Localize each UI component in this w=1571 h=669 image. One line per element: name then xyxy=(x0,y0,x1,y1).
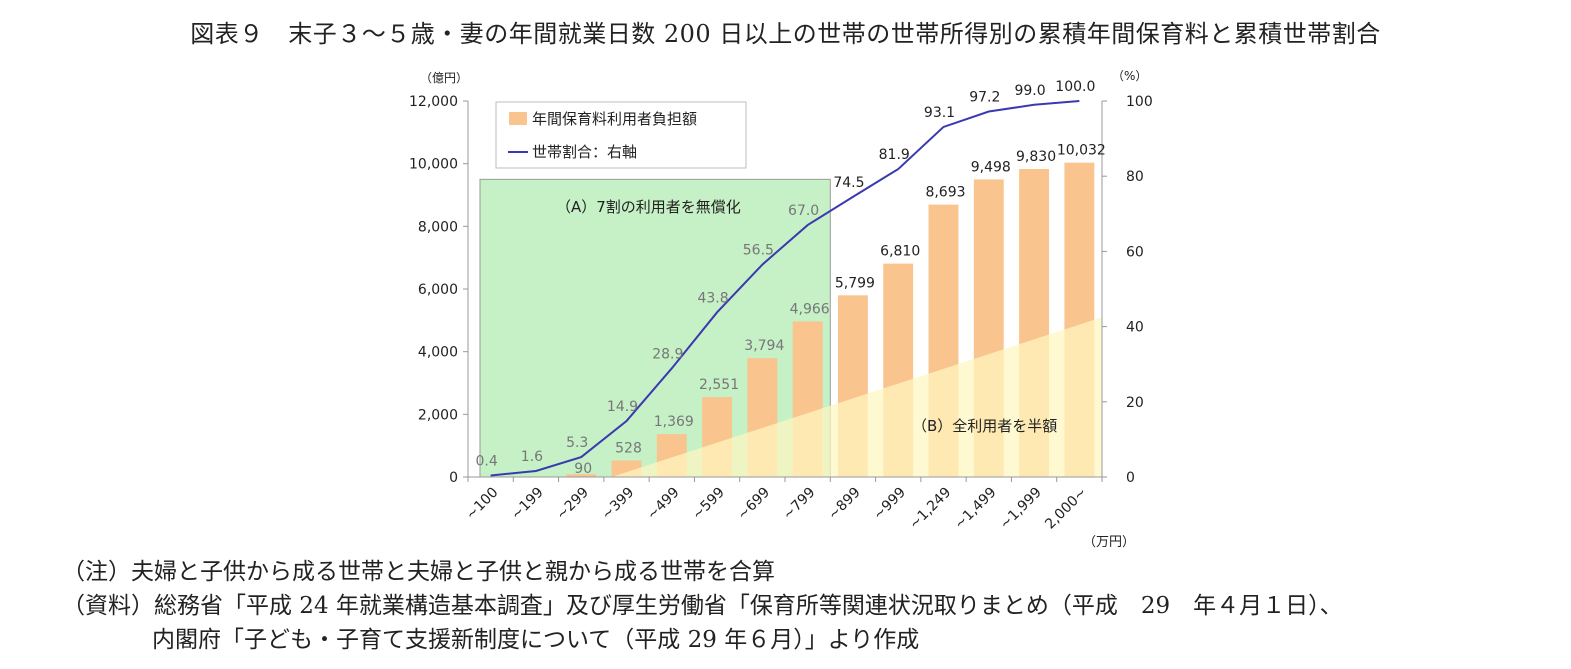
source-label: （資料） xyxy=(62,593,154,619)
line-data-label: 1.6 xyxy=(521,449,543,465)
x-tick-label: ~1,999 xyxy=(997,485,1045,533)
line-data-label: 81.9 xyxy=(879,147,910,163)
y-right-unit: （%） xyxy=(1112,69,1147,83)
bar-data-label: 9,498 xyxy=(971,159,1011,175)
line-data-label: 99.0 xyxy=(1014,83,1045,99)
source-text-1: 総務省「平成 24 年就業構造基本調査」及び厚生労働省「保育所等関連状況取りまと… xyxy=(154,593,1343,619)
line-data-label: 14.9 xyxy=(607,399,638,415)
y-left-tick-label: 4,000 xyxy=(418,345,458,361)
x-tick-label: ~1,249 xyxy=(906,485,954,533)
line-data-label: 93.1 xyxy=(924,105,955,121)
x-tick-label: ~499 xyxy=(644,485,683,524)
legend-bar-swatch xyxy=(509,112,527,125)
x-tick-label: ~699 xyxy=(735,485,774,524)
y-left-tick-label: 10,000 xyxy=(409,157,458,173)
note-text: 夫婦と子供から成る世帯と夫婦と子供と親から成る世帯を合算 xyxy=(131,559,775,585)
bar xyxy=(566,474,597,477)
bar-data-label: 1,369 xyxy=(654,414,694,430)
line-series xyxy=(490,100,1080,477)
x-tick-label: ~899 xyxy=(825,485,864,524)
line-data-label: 74.5 xyxy=(833,175,864,191)
region-b-triangle xyxy=(611,317,1102,477)
source-line-continued: 内閣府「子ども・子育て支援新制度について（平成 29 年６月）」より作成 xyxy=(152,627,920,653)
line-data-label: 97.2 xyxy=(969,90,1000,106)
y-left-tick-label: 12,000 xyxy=(409,94,458,110)
note-label: （注） xyxy=(62,559,131,585)
notes-block: （注）夫婦と子供から成る世帯と夫婦と子供と親から成る世帯を合算 （資料）総務省「… xyxy=(62,555,1343,657)
line-data-label: 56.5 xyxy=(743,243,774,259)
x-tick-label: ~100 xyxy=(463,485,502,524)
bar-data-label: 90 xyxy=(574,461,592,477)
legend-line-label: 世帯割合：右軸 xyxy=(532,143,637,161)
note-line: （注）夫婦と子供から成る世帯と夫婦と子供と親から成る世帯を合算 xyxy=(62,555,1343,589)
y-left-tick-label: 2,000 xyxy=(418,407,458,423)
line-data-label: 5.3 xyxy=(566,435,588,451)
y-right-tick-label: 100 xyxy=(1126,94,1153,110)
line-data-label: 67.0 xyxy=(788,203,819,219)
line-data-label: 100.0 xyxy=(1055,79,1095,95)
y-right-tick-label: 80 xyxy=(1126,169,1144,185)
y-left-tick-label: 6,000 xyxy=(418,282,458,298)
region-b-label: （B）全利用者を半額 xyxy=(912,417,1057,435)
chart-title: 図表９ 末子３～５歳・妻の年間就業日数 200 日以上の世帯の世帯所得別の累積年… xyxy=(190,20,1381,48)
y-left-tick-label: 0 xyxy=(449,470,458,486)
x-tick-label: ~399 xyxy=(599,485,638,524)
bar-data-label: 4,966 xyxy=(790,301,830,317)
y-right-tick-label: 60 xyxy=(1126,244,1144,260)
x-tick-label: ~799 xyxy=(780,485,819,524)
y-left-tick-label: 8,000 xyxy=(418,219,458,235)
bar-data-label: 8,693 xyxy=(925,185,965,201)
legend-bar-label: 年間保育料利用者負担額 xyxy=(532,110,697,128)
x-tick-label: 2,000~ xyxy=(1042,485,1090,533)
x-tick-label: ~1,499 xyxy=(952,485,1000,533)
x-tick-label: ~199 xyxy=(508,485,547,524)
bar-data-label: 3,794 xyxy=(744,338,784,354)
x-unit: （万円） xyxy=(1083,535,1135,550)
bar-data-label: 2,551 xyxy=(699,377,739,393)
bar-data-label: 5,799 xyxy=(835,275,875,291)
line-data-label: 28.9 xyxy=(652,346,683,362)
y-left-unit: （億円） xyxy=(420,71,468,85)
source-line: （資料）総務省「平成 24 年就業構造基本調査」及び厚生労働省「保育所等関連状況… xyxy=(62,589,1343,623)
y-right-tick-label: 20 xyxy=(1126,395,1144,411)
bar-data-label: 528 xyxy=(615,440,642,456)
line-data-label: 43.8 xyxy=(697,290,728,306)
y-right-tick-label: 0 xyxy=(1126,470,1135,486)
x-tick-label: ~299 xyxy=(554,485,593,524)
x-tick-label: ~599 xyxy=(689,485,728,524)
line-data-label: 0.4 xyxy=(476,453,498,469)
region-a-label: （A）7割の利用者を無償化 xyxy=(556,198,741,216)
bar-data-label: 9,830 xyxy=(1016,149,1056,165)
y-right-tick-label: 40 xyxy=(1126,320,1144,336)
bar-data-label: 10,032 xyxy=(1057,143,1106,159)
x-tick-label: ~999 xyxy=(871,485,910,524)
bar-data-label: 6,810 xyxy=(880,244,920,260)
legend-box xyxy=(495,101,747,169)
